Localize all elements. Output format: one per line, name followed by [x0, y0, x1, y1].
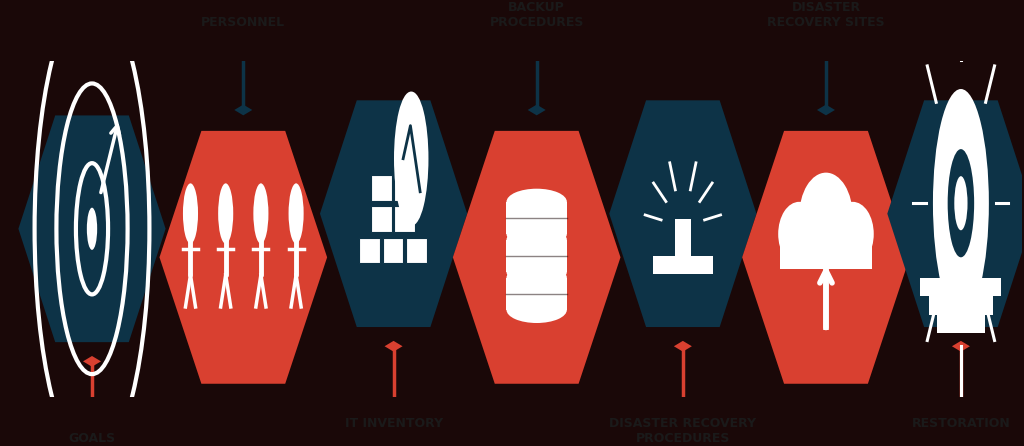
Ellipse shape — [947, 149, 974, 257]
Ellipse shape — [218, 183, 233, 244]
Polygon shape — [674, 403, 692, 414]
Bar — [507, 278, 567, 310]
Bar — [383, 238, 403, 264]
Ellipse shape — [507, 221, 567, 247]
Bar — [507, 202, 567, 234]
Text: DISASTER
RECOVERY SITES: DISASTER RECOVERY SITES — [767, 1, 885, 29]
Text: IT INVENTORY: IT INVENTORY — [344, 417, 442, 430]
Bar — [394, 206, 415, 232]
Ellipse shape — [954, 176, 968, 230]
Bar — [507, 240, 567, 272]
Polygon shape — [385, 341, 402, 351]
Polygon shape — [319, 100, 467, 327]
Ellipse shape — [831, 202, 873, 266]
Ellipse shape — [507, 227, 567, 253]
Polygon shape — [83, 418, 101, 429]
Polygon shape — [888, 100, 1024, 327]
Polygon shape — [385, 403, 402, 414]
Polygon shape — [527, 32, 546, 43]
Text: RESTORATION: RESTORATION — [911, 417, 1011, 430]
Bar — [921, 278, 1001, 297]
Bar — [780, 222, 872, 269]
Polygon shape — [674, 341, 692, 351]
Ellipse shape — [507, 189, 567, 215]
Ellipse shape — [253, 183, 268, 244]
Polygon shape — [952, 341, 970, 351]
Bar — [371, 175, 392, 201]
Ellipse shape — [507, 297, 567, 323]
Ellipse shape — [289, 183, 304, 244]
Text: BACKUP
PROCEDURES: BACKUP PROCEDURES — [489, 1, 584, 29]
Wedge shape — [644, 243, 721, 256]
Text: DISASTER RECOVERY
PROCEDURES: DISASTER RECOVERY PROCEDURES — [609, 417, 757, 445]
Polygon shape — [742, 131, 909, 384]
Bar — [406, 238, 427, 264]
Polygon shape — [817, 105, 835, 116]
Ellipse shape — [799, 173, 853, 260]
Ellipse shape — [507, 259, 567, 285]
Bar — [675, 219, 691, 256]
Polygon shape — [609, 100, 757, 327]
Ellipse shape — [87, 208, 97, 250]
Ellipse shape — [933, 89, 989, 318]
Bar — [937, 315, 985, 333]
Polygon shape — [527, 105, 546, 116]
Polygon shape — [817, 32, 835, 43]
Text: PERSONNEL: PERSONNEL — [202, 16, 286, 29]
Ellipse shape — [778, 202, 820, 266]
Polygon shape — [234, 32, 252, 43]
Bar — [394, 175, 415, 201]
Polygon shape — [234, 105, 252, 116]
Ellipse shape — [183, 183, 198, 244]
Polygon shape — [83, 356, 101, 367]
Bar — [359, 238, 380, 264]
Polygon shape — [952, 403, 970, 414]
Bar — [371, 206, 392, 232]
Bar — [652, 256, 713, 274]
Polygon shape — [453, 131, 621, 384]
Text: GOALS: GOALS — [69, 432, 116, 445]
Ellipse shape — [395, 93, 427, 225]
Ellipse shape — [507, 264, 567, 291]
Polygon shape — [160, 131, 327, 384]
Polygon shape — [18, 116, 166, 342]
Bar — [929, 297, 993, 315]
